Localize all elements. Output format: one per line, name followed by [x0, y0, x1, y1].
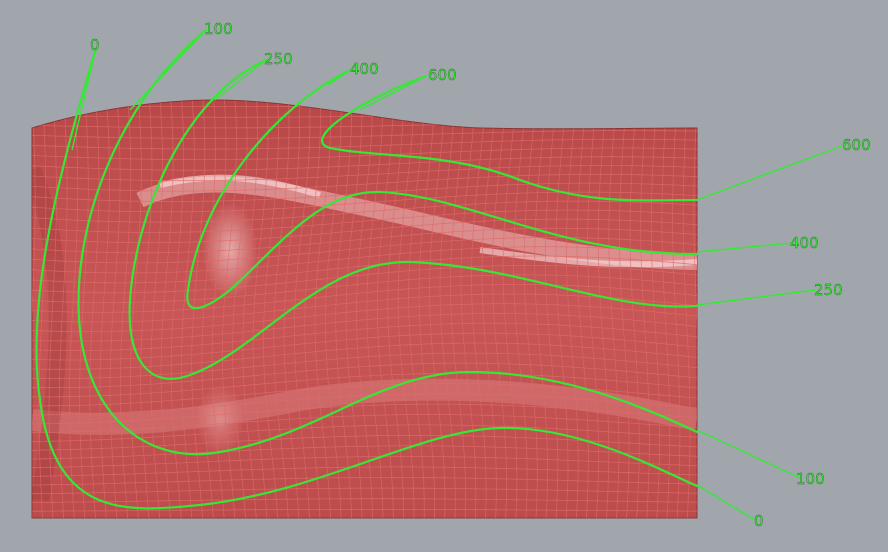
- contour-curve-0: [35, 46, 699, 510]
- label-400-end: 400: [790, 234, 819, 252]
- contour-curve-600: [321, 74, 699, 202]
- contour-curve-400: [186, 68, 699, 310]
- contour-curves: [35, 28, 699, 510]
- curve-labels: 0 100 250 400 600 600 400 250 100 0: [90, 20, 871, 530]
- label-250-start: 250: [264, 50, 293, 68]
- label-600-start: 600: [428, 66, 457, 84]
- nurbs-surface[interactable]: [29, 96, 700, 520]
- label-600-end: 600: [842, 136, 871, 154]
- curve-leaders: [71, 29, 843, 521]
- label-0-end: 0: [754, 512, 764, 530]
- label-400-start: 400: [350, 60, 379, 78]
- label-100-start: 100: [204, 20, 233, 38]
- label-100-end: 100: [796, 470, 825, 488]
- label-250-end: 250: [814, 281, 843, 299]
- contour-curve-250: [128, 58, 699, 380]
- label-0-start: 0: [90, 36, 100, 54]
- surface-isoparm-grid: [32, 100, 697, 518]
- contour-curve-100: [77, 28, 699, 456]
